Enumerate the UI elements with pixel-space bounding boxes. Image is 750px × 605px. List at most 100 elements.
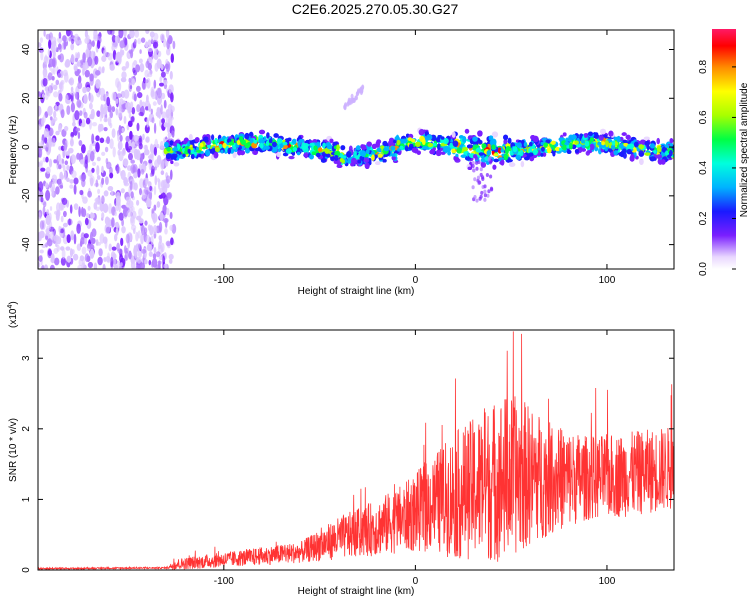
spectrogram-cell (101, 195, 105, 205)
spectrogram-cell (558, 147, 563, 151)
spectrogram-cell (96, 175, 101, 180)
spectrogram-cell (633, 141, 639, 148)
spectrogram-cell (360, 88, 364, 94)
spectrogram-cell (45, 147, 49, 152)
colorbar-tick-label: 0.8 (698, 60, 709, 74)
spectrogram-cell (356, 145, 361, 151)
spectrogram-cell (135, 264, 141, 269)
spectrogram-cell (154, 47, 158, 55)
spectrogram-cell (138, 218, 144, 224)
spectrogram-cell (140, 234, 144, 245)
spectrogram-cell (598, 135, 604, 141)
spectrogram-cell (626, 148, 632, 155)
spectrogram-cell (182, 153, 186, 158)
spectrogram-cell (39, 220, 45, 230)
snr-y-tick-label: 3 (21, 355, 32, 361)
spectrogram-cell (282, 152, 289, 157)
spectrogram-cell (604, 146, 608, 152)
spectrogram-cell (64, 94, 69, 104)
spectrogram-cell (70, 30, 73, 37)
spectrogram-ticks: -100 0 100 -40 -20 0 20 40 (21, 30, 674, 286)
spectrogram-cell (391, 153, 396, 157)
spectrogram-cell (60, 108, 65, 119)
spectrogram-cell (83, 111, 88, 119)
spectrogram-cell (42, 77, 48, 87)
spectrogram-cell (105, 176, 109, 185)
spectrogram-cell (169, 70, 173, 80)
spectrogram-cell (142, 133, 145, 141)
spectrogram-cell (115, 98, 119, 104)
spectrogram-cell (556, 150, 562, 154)
spectrogram-cell (320, 158, 327, 163)
spectrogram-cell (70, 102, 75, 113)
spectrogram-cell (61, 197, 68, 205)
spectrogram-cell (111, 106, 116, 113)
spectrogram-cell (60, 246, 65, 251)
spectrogram-cell (118, 124, 122, 136)
spectrogram-cell (73, 65, 78, 72)
spectrogram-cell (616, 135, 621, 143)
spectrogram-cell (79, 189, 84, 196)
spectrogram-cell (69, 179, 74, 184)
spectrogram-cell (158, 221, 163, 233)
spectrogram-cell (146, 73, 153, 78)
spectrogram-cell (273, 133, 279, 138)
spectrogram-cell (87, 56, 93, 67)
spectrogram-cell (101, 68, 105, 74)
spectrogram-cell (315, 152, 321, 158)
spectrogram-cell (85, 48, 90, 59)
spectrogram-cell (38, 261, 41, 268)
colorbar-tick-label: 0.6 (698, 110, 709, 124)
spectrogram-cell (47, 238, 53, 247)
spectrogram-cell (524, 156, 530, 161)
spectrogram-cell (276, 151, 282, 158)
spectrogram-cell (164, 141, 169, 148)
spectrogram-x-label: Height of straight line (km) (298, 286, 415, 297)
spectrogram-cell (39, 190, 44, 199)
spectrogram-cell (152, 225, 158, 235)
spectrogram-cell (211, 134, 215, 141)
spectrogram-cell (62, 69, 68, 77)
spectrogram-cell (151, 151, 154, 162)
spectrogram-cell (661, 146, 666, 153)
spectrogram-cell (102, 106, 108, 115)
spectrogram-cell (42, 205, 46, 216)
spectrogram-cell (70, 43, 75, 51)
spectrogram-cell (460, 154, 467, 158)
spectrogram-cell (140, 225, 146, 236)
spectrogram-cell (156, 201, 161, 208)
spectrogram-cell (90, 50, 95, 59)
spectrogram-cell (646, 144, 650, 150)
spectrogram-cell (64, 149, 67, 156)
spectrogram-cell (162, 204, 167, 216)
spectrogram-cell (478, 196, 482, 201)
spectrogram-cell (350, 93, 354, 99)
spectrogram-cell (118, 30, 124, 39)
spectrogram-cell (138, 208, 143, 217)
spectrogram-cell (64, 142, 68, 151)
spectrogram-y-tick-label: -40 (21, 237, 32, 252)
spectrogram-cell (78, 258, 84, 267)
snr-x-tick-label: 100 (599, 576, 616, 587)
spectrogram-cell (138, 111, 144, 117)
spectrogram-cell (158, 235, 162, 241)
spectrogram-cell (160, 242, 165, 253)
spectrogram-cell (165, 240, 171, 247)
spectrogram-cell (569, 142, 573, 150)
spectrogram-cell (486, 150, 492, 156)
spectrogram-cell (214, 137, 218, 144)
spectrogram-cell (111, 246, 117, 251)
spectrogram-cell (42, 114, 46, 123)
spectrogram-cell (240, 139, 246, 146)
spectrogram-cell (669, 138, 674, 144)
spectrogram-cell (153, 122, 157, 134)
spectrogram-cell (562, 144, 567, 151)
spectrogram-cell (43, 201, 47, 208)
spectrogram-cell (90, 150, 95, 162)
spectrogram-cell (515, 154, 522, 161)
spectrogram-cell (89, 102, 93, 110)
spectrogram-cell (125, 196, 131, 202)
spectrogram-cell (58, 31, 62, 39)
spectrogram-cell (153, 185, 157, 196)
spectrogram-cell (136, 257, 142, 264)
